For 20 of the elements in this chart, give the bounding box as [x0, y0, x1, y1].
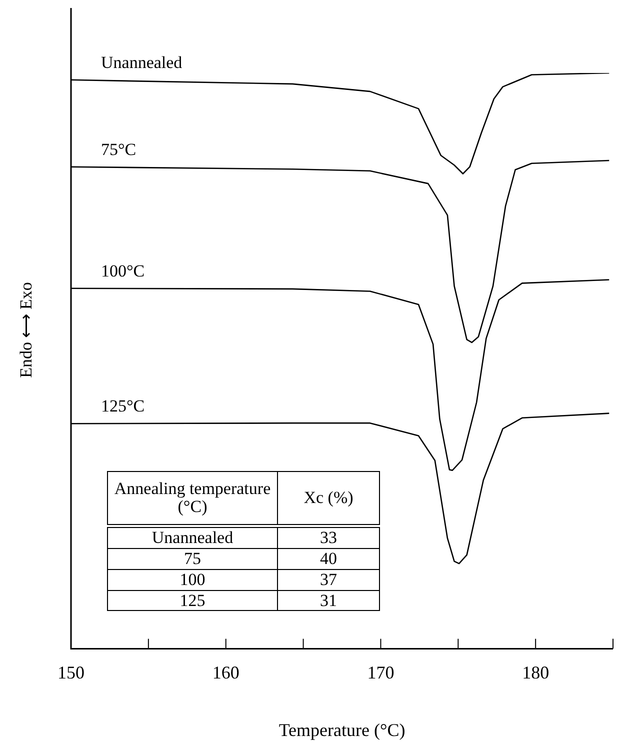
annotation: 33 — [278, 526, 380, 548]
x-axis-title: Temperature (°C) — [278, 720, 406, 740]
y-axis-title: Endo ⟷ Exo — [16, 282, 36, 378]
annotation: 37 — [278, 569, 380, 590]
series-label: Unannealed — [101, 52, 183, 72]
series-label: 75°C — [101, 140, 136, 159]
x-tick-label: 170 — [367, 662, 394, 682]
x-tick-label: 180 — [522, 662, 550, 682]
annotation: 100 — [108, 569, 278, 590]
series-label: 100°C — [101, 261, 145, 280]
series-label: 125°C — [101, 396, 145, 416]
annotation: 31 — [278, 590, 380, 611]
annotation: Annealing temperature (°C) — [108, 472, 278, 526]
x-tick-label: 150 — [58, 662, 84, 682]
x-tick-label: 160 — [212, 662, 240, 682]
annotation: 40 — [278, 548, 380, 570]
annotation: Xc (%) — [278, 472, 380, 526]
annotation: 75 — [108, 548, 278, 570]
annotation: 125 — [108, 590, 278, 611]
annotation: Unannealed — [108, 526, 278, 548]
